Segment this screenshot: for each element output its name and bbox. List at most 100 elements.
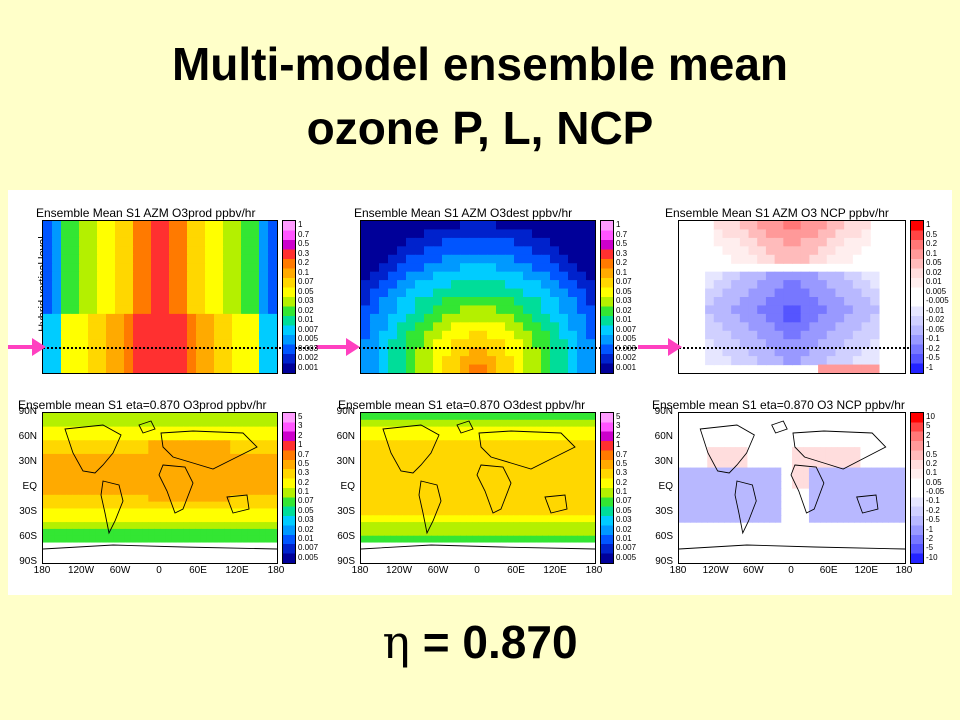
colorbar-tick-label: 3 xyxy=(616,421,621,431)
longitude-tick-label: 60W xyxy=(109,565,131,576)
latitude-tick-label: 60N xyxy=(654,431,673,442)
colorbar-tick-label: 0.002 xyxy=(616,353,637,362)
colorbar-tick-label: 0.02 xyxy=(298,305,314,315)
colorbar-tick-label: 0.005 xyxy=(616,552,637,562)
eta-value: = 0.870 xyxy=(410,616,578,668)
longitude-tick-label: 180 xyxy=(585,565,603,576)
colorbar-tick-label: 0.5 xyxy=(298,239,310,248)
colorbar-tick-label: 2 xyxy=(926,430,931,440)
colorbar-tick-label: 5 xyxy=(616,412,621,421)
colorbar-tick-label: 0.3 xyxy=(616,468,628,478)
colorbar-tick-label: 0.003 xyxy=(616,343,637,353)
panel-title-eta-o3prod: Ensemble mean S1 eta=0.870 O3prod ppbv/h… xyxy=(18,398,267,412)
colorbar-tick-label: 0.01 xyxy=(926,277,942,286)
colorbar-tick-label: -0.2 xyxy=(926,505,940,515)
latitude-tick-label: 90N xyxy=(18,406,37,417)
colorbar-tick-label: 0.002 xyxy=(298,353,319,362)
colorbar-tick-label: 0.2 xyxy=(616,477,628,487)
colorbar-tick-label: 0.07 xyxy=(616,496,632,506)
colorbar-tick-label: 0.02 xyxy=(616,524,632,534)
colorbar-tick-label: 0.01 xyxy=(616,533,632,543)
colorbar-tick-label: 10 xyxy=(926,412,935,421)
colorbar-tick-label: -0.5 xyxy=(926,353,940,362)
latitude-tick-label: 60N xyxy=(18,431,37,442)
colorbar-tick-label: 0.3 xyxy=(616,248,628,258)
colorbar-tick-label: 0.2 xyxy=(616,258,628,267)
latitude-tick-label: 30N xyxy=(18,456,37,467)
longitude-tick-label: 180 xyxy=(895,565,913,576)
colorbar-tick-label: 0.5 xyxy=(926,229,938,239)
latitude-tick-label: 60N xyxy=(336,431,355,442)
colorbar-tick-label: 0.05 xyxy=(298,505,314,515)
colorbar-tick-label: -0.02 xyxy=(926,315,945,324)
colorbar-tick-label: 0.003 xyxy=(298,343,319,353)
colorbar-tick-label: 0.07 xyxy=(298,277,314,286)
latitude-tick-label: 90N xyxy=(336,406,355,417)
colorbar-tick-label: 0.1 xyxy=(616,267,628,277)
colorbar-tick-label: -2 xyxy=(926,533,934,543)
longitude-tick-label: 180 xyxy=(267,565,285,576)
colorbar-tick-label: 0.1 xyxy=(298,487,310,496)
longitude-tick-label: 0 xyxy=(474,565,480,576)
longitude-tick-label: 180 xyxy=(33,565,51,576)
colorbar-tick-label: 1 xyxy=(298,440,303,450)
colorbar-tick-label: 0.001 xyxy=(298,362,319,372)
eta-symbol: η xyxy=(382,615,410,669)
colorbar-tick-label: 5 xyxy=(298,412,303,421)
colorbar-tick-label: 0.1 xyxy=(298,267,310,277)
latitude-tick-label: 90S xyxy=(655,556,673,567)
longitude-tick-label: 120E xyxy=(543,565,567,576)
panel-title-azm-ncp: Ensemble Mean S1 AZM O3 NCP ppbv/hr xyxy=(665,206,889,220)
colorbar-tick-label: 0.2 xyxy=(926,458,938,468)
colorbar-tick-label: 0.005 xyxy=(298,334,319,343)
colorbar-tick-label: -0.2 xyxy=(926,343,940,353)
longitude-tick-label: 0 xyxy=(156,565,162,576)
colorbar-tick-label: 2 xyxy=(298,430,303,440)
panel-title-eta-ncp: Ensemble mean S1 eta=0.870 O3 NCP ppbv/h… xyxy=(652,398,905,412)
colorbar-tick-label: 0.03 xyxy=(298,515,314,525)
level-arrow-3 xyxy=(638,338,682,356)
colorbar-tick-label: 1 xyxy=(616,220,621,229)
colorbar-tick-label: -5 xyxy=(926,543,934,553)
colorbar-tick-label: -10 xyxy=(926,552,938,562)
latitude-tick-label: 60S xyxy=(19,531,37,542)
zonal-mean-o3prod-plot xyxy=(42,220,278,374)
level-arrow-2 xyxy=(316,338,360,356)
map-o3dest-plot xyxy=(360,412,596,564)
colorbar-tick-label: 0.1 xyxy=(926,468,938,478)
longitude-tick-label: 60W xyxy=(427,565,449,576)
colorbar-tick-label: 0.007 xyxy=(298,543,319,553)
colorbar-tick-label: 0.07 xyxy=(616,277,632,286)
colorbar-tick-label: -0.05 xyxy=(926,487,945,496)
colorbar-top-ncp xyxy=(910,220,924,374)
longitude-tick-label: 60E xyxy=(507,565,525,576)
longitude-tick-label: 120W xyxy=(67,565,95,576)
colorbar-tick-label: 0.5 xyxy=(298,458,310,468)
colorbar-tick-label: 0.03 xyxy=(298,296,314,305)
latitude-tick-label: 60S xyxy=(655,531,673,542)
panel-title-azm-o3dest: Ensemble Mean S1 AZM O3dest ppbv/hr xyxy=(354,206,573,220)
colorbar-tick-label: 0.01 xyxy=(298,315,314,324)
level-arrow-1 xyxy=(8,338,46,356)
colorbar-tick-label: 0.05 xyxy=(926,477,942,487)
colorbar-tick-label: 0.007 xyxy=(616,543,637,553)
colorbar-tick-label: -0.5 xyxy=(926,515,940,525)
eta-level-dotted-line xyxy=(28,347,913,349)
eta-value-label: η = 0.870 xyxy=(0,615,960,669)
colorbar-tick-label: -0.1 xyxy=(926,496,940,506)
colorbar-tick-label: -1 xyxy=(926,362,934,372)
colorbar-tick-label: -1 xyxy=(926,524,934,534)
colorbar-tick-label: 0.2 xyxy=(926,239,938,248)
colorbar-tick-label: -0.05 xyxy=(926,324,945,334)
colorbar-tick-label: 0.01 xyxy=(298,533,314,543)
colorbar-tick-label: 0.3 xyxy=(298,468,310,478)
longitude-tick-label: 60W xyxy=(743,565,764,576)
latitude-tick-label: 60S xyxy=(337,531,355,542)
colorbar-tick-label: 0.03 xyxy=(616,515,632,525)
colorbar-tick-label: -0.1 xyxy=(926,334,940,343)
colorbar-tick-label: 0.1 xyxy=(926,248,938,258)
colorbar-tick-label: 5 xyxy=(926,421,931,431)
colorbar-tick-label: 0.05 xyxy=(616,505,632,515)
colorbar-tick-label: 3 xyxy=(298,421,303,431)
latitude-tick-label: EQ xyxy=(22,481,37,492)
